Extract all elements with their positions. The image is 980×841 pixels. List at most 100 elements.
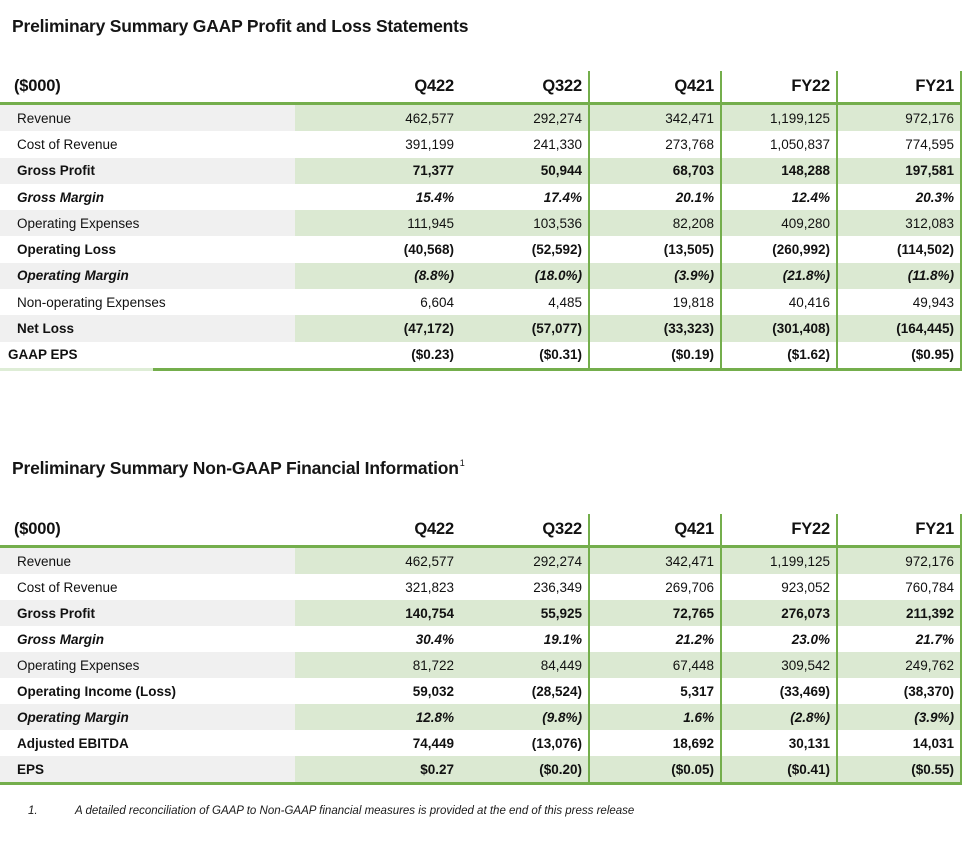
cell-value: (52,592)	[460, 236, 590, 263]
cell-value: 21.7%	[838, 626, 962, 652]
cell-value: 111,945	[295, 210, 460, 237]
cell-value: 462,577	[295, 548, 460, 574]
footnote: 1. A detailed reconciliation of GAAP to …	[28, 805, 634, 817]
table-row: GAAP EPS ($0.23) ($0.31) ($0.19) ($1.62) ($0.…	[0, 341, 962, 368]
cell-value: 1,199,125	[722, 548, 838, 574]
cell-value: (40,568)	[403, 242, 454, 258]
table-row: Cost of Revenue 391,199 241,330 273,768 1,05…	[0, 131, 962, 158]
row-label: Operating Margin	[0, 704, 295, 730]
cell-value: ($0.95)	[838, 341, 962, 368]
row-label: Revenue	[0, 105, 295, 132]
cell-value: 249,762	[838, 652, 962, 678]
table-bottom-border	[0, 367, 962, 371]
row-label: Gross Profit	[0, 157, 295, 184]
cell-value: 68,703	[590, 157, 722, 184]
cell-value: (33,323)	[590, 315, 722, 342]
cell-value: 5,317	[590, 678, 722, 704]
cell-value: (301,408)	[722, 315, 838, 342]
cell-value: 148,288	[722, 157, 838, 184]
cell-value: (3.9%)	[838, 704, 962, 730]
cell-value: 49,943	[838, 289, 962, 316]
table-row: Operating Margin 12.8% (9.8%) 1.6% (2.8%) (3.…	[0, 704, 962, 730]
cell-value: (18.0%)	[460, 262, 590, 290]
cell-value: (57,077)	[460, 315, 590, 342]
gaap-section-title: Preliminary Summary GAAP Profit and Loss…	[12, 16, 469, 36]
column-header: Q422	[414, 77, 454, 95]
cell-value: 71,377	[295, 157, 460, 184]
non-gaap-title-text: Preliminary Summary Non-GAAP Financial I…	[12, 458, 459, 478]
cell-value: 74,449	[412, 735, 454, 751]
cell-value: 1,199,125	[722, 105, 838, 132]
row-label: Gross Margin	[17, 631, 105, 647]
cell-value: 391,199	[405, 136, 454, 152]
cell-value: 312,083	[838, 210, 962, 237]
cell-value: ($0.23)	[411, 347, 454, 363]
table-row: Gross Profit 140,754 55,925 72,765 276,073 21…	[0, 600, 962, 626]
row-label: Cost of Revenue	[17, 136, 118, 152]
row-label: Operating Margin	[0, 262, 295, 290]
cell-value: 21.2%	[590, 626, 722, 652]
cell-value: 342,471	[590, 105, 722, 132]
row-label: Non-operating Expenses	[17, 294, 166, 310]
cell-value: 972,176	[838, 548, 962, 574]
cell-value: (3.9%)	[590, 262, 722, 290]
table-row: Operating Loss (40,568) (52,592) (13,505) (2…	[0, 236, 962, 263]
column-header: Q322	[460, 71, 590, 102]
table-row: Non-operating Expenses 6,604 4,485 19,818 40…	[0, 289, 962, 316]
column-header: FY22	[722, 71, 838, 102]
cell-value: 55,925	[460, 600, 590, 626]
cell-value: (2.8%)	[722, 704, 838, 730]
column-header: FY21	[838, 71, 962, 102]
cell-value: 292,274	[460, 548, 590, 574]
cell-value: (47,172)	[295, 315, 460, 342]
row-label: Gross Margin	[17, 189, 105, 205]
cell-value: (13,076)	[460, 730, 590, 756]
cell-value: 236,349	[460, 574, 590, 600]
cell-value: 4,485	[460, 289, 590, 316]
row-label: Adjusted EBITDA	[17, 735, 129, 751]
cell-value: (164,445)	[838, 315, 962, 342]
cell-value: 12.4%	[722, 183, 838, 211]
column-header: FY21	[838, 514, 962, 545]
cell-value: (13,505)	[590, 236, 722, 263]
cell-value: 30.4%	[415, 631, 454, 647]
cell-value: 774,595	[838, 131, 962, 158]
row-label: Operating Loss	[17, 242, 117, 258]
row-label: Gross Profit	[0, 600, 295, 626]
footnote-number: 1.	[28, 805, 38, 817]
cell-value: 309,542	[722, 652, 838, 678]
cell-value: 6,604	[420, 294, 454, 310]
table-row: Gross Margin 15.4% 17.4% 20.1% 12.4% 20.3%	[0, 183, 962, 211]
cell-value: 82,208	[590, 210, 722, 237]
table-row: Operating Margin (8.8%) (18.0%) (3.9%) (21.8…	[0, 262, 962, 290]
cell-value: 140,754	[295, 600, 460, 626]
cell-value: 50,944	[460, 157, 590, 184]
cell-value: ($0.41)	[722, 756, 838, 782]
unit-label: ($000)	[14, 520, 61, 538]
cell-value: 81,722	[295, 652, 460, 678]
table-bottom-border	[0, 782, 962, 785]
table-row: Adjusted EBITDA 74,449 (13,076) 18,692 30,13…	[0, 730, 962, 756]
table-row: Gross Margin 30.4% 19.1% 21.2% 23.0% 21.7%	[0, 626, 962, 652]
row-label: GAAP EPS	[8, 347, 78, 363]
table-row: Gross Profit 71,377 50,944 68,703 148,288 197…	[0, 157, 962, 184]
table-row: Cost of Revenue 321,823 236,349 269,706 923,…	[0, 574, 962, 600]
cell-value: (38,370)	[838, 678, 962, 704]
cell-value: 321,823	[405, 579, 454, 595]
row-label: Cost of Revenue	[17, 579, 118, 595]
cell-value: 23.0%	[722, 626, 838, 652]
cell-value: 760,784	[838, 574, 962, 600]
table-row: EPS $0.27 ($0.20) ($0.05) ($0.41) ($0.55)	[0, 756, 962, 782]
table-row: Net Loss (47,172) (57,077) (33,323) (301,408…	[0, 315, 962, 342]
cell-value: 15.4%	[415, 189, 454, 205]
cell-value: 20.1%	[590, 183, 722, 211]
cell-value: 12.8%	[295, 704, 460, 730]
row-label: Revenue	[0, 548, 295, 574]
cell-value: ($0.55)	[838, 756, 962, 782]
cell-value: 30,131	[722, 730, 838, 756]
cell-value: ($1.62)	[722, 341, 838, 368]
row-label: EPS	[0, 756, 295, 782]
cell-value: 59,032	[412, 683, 454, 699]
table-header-row: ($000) Q422 Q322 Q421 FY22 FY21	[0, 514, 962, 548]
unit-label: ($000)	[14, 77, 61, 95]
